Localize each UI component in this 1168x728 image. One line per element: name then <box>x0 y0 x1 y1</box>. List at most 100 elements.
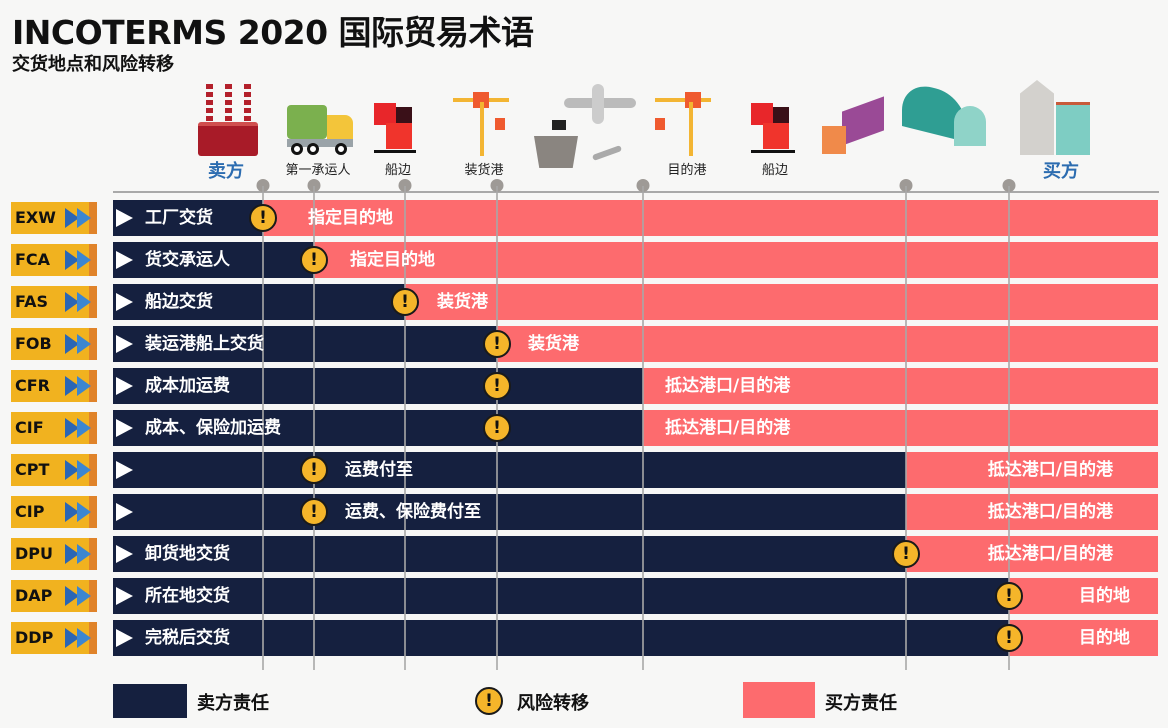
incoterm-code: EXW <box>11 202 97 234</box>
buyer-responsibility-bar <box>263 200 1158 236</box>
checkpoint-dot <box>1002 179 1016 192</box>
seller-delivery-label: 所在地交货 <box>145 586 230 606</box>
buyer-destination-label: 指定目的地 <box>350 250 435 270</box>
buyer-destination-label: 抵达港口/目的港 <box>665 376 791 396</box>
seller-responsibility-bar <box>113 620 1009 656</box>
factory-icon <box>198 84 258 156</box>
arrow-icon <box>65 334 79 354</box>
truck-icon <box>822 96 884 158</box>
ship-plane-icon <box>534 84 638 170</box>
risk-transfer-warning-icon: ! <box>300 498 328 526</box>
buyer-destination-label: 抵达港口/目的港 <box>665 418 791 438</box>
arrow-icon <box>65 628 79 648</box>
seller-delivery-label: 运费付至 <box>345 460 413 480</box>
buyer-responsibility-bar <box>643 410 1158 446</box>
buyer-destination-label: 装货港 <box>528 334 579 354</box>
containers-icon <box>751 101 795 153</box>
seller-responsibility-bar <box>113 578 1009 614</box>
buyer-destination-label: 装货港 <box>437 292 488 312</box>
checkpoint-dot <box>636 179 650 192</box>
incoterm-code-text: FOB <box>15 334 52 353</box>
arrow-icon <box>77 250 91 270</box>
seller-delivery-label: 成本、保险加运费 <box>145 418 281 438</box>
containers-icon <box>374 101 416 153</box>
timeline-axis <box>113 191 1159 193</box>
buyer-responsibility-bar <box>314 242 1158 278</box>
arrow-icon <box>77 502 91 522</box>
incoterm-code-text: DPU <box>15 544 53 563</box>
checkpoint-line <box>262 186 264 670</box>
point-label-alongside-ship: 船边 <box>384 163 412 178</box>
risk-transfer-warning-icon: ! <box>300 246 328 274</box>
arrow-icon <box>65 586 79 606</box>
play-arrow-icon <box>116 251 133 269</box>
seller-delivery-label: 卸货地交货 <box>145 544 230 564</box>
incoterm-code: FCA <box>11 244 97 276</box>
play-arrow-icon <box>116 545 133 563</box>
seller-delivery-label: 货交承运人 <box>145 250 230 270</box>
seller-delivery-label: 完税后交货 <box>145 628 230 648</box>
crane-icon <box>655 84 711 156</box>
checkpoint-line <box>642 186 644 670</box>
buyer-destination-label: 抵达港口/目的港 <box>987 544 1113 564</box>
incoterm-code: CIP <box>11 496 97 528</box>
arrow-icon <box>65 418 79 438</box>
buyer-responsibility-bar <box>906 494 1158 530</box>
incoterm-code-text: EXW <box>15 208 56 227</box>
risk-transfer-warning-icon: ! <box>995 624 1023 652</box>
seller-responsibility-bar <box>113 494 906 530</box>
legend-warning-icon: ! <box>475 687 503 715</box>
buyer-destination-label: 抵达港口/目的港 <box>987 502 1113 522</box>
seller-responsibility-bar <box>113 368 643 404</box>
seller-responsibility-bar <box>113 284 405 320</box>
checkpoint-line <box>404 186 406 670</box>
checkpoint-line <box>313 186 315 670</box>
buyer-responsibility-bar <box>497 326 1158 362</box>
incoterm-code-text: CPT <box>15 460 50 479</box>
arrow-icon <box>77 628 91 648</box>
buyer-party-label: 买方 <box>1043 161 1079 182</box>
arrow-icon <box>77 418 91 438</box>
arrow-icon <box>77 376 91 396</box>
arrow-icon <box>65 250 79 270</box>
seller-delivery-label: 船边交货 <box>145 292 213 312</box>
seller-responsibility-bar <box>113 452 906 488</box>
checkpoint-dot <box>398 179 412 192</box>
incoterm-code-text: DDP <box>15 628 54 647</box>
buyer-responsibility-bar <box>906 536 1158 572</box>
seller-responsibility-bar <box>113 200 263 236</box>
buyer-destination-label: 指定目的地 <box>308 208 393 228</box>
play-arrow-icon <box>116 377 133 395</box>
point-label-alongside-ship-dest: 船边 <box>761 163 789 178</box>
incoterm-code-text: DAP <box>15 586 53 605</box>
incoterm-code: DAP <box>11 580 97 612</box>
checkpoint-line <box>905 186 907 670</box>
seller-responsibility-bar <box>113 326 497 362</box>
legend-seller-label: 卖方责任 <box>197 693 269 714</box>
seller-delivery-label: 工厂交货 <box>145 208 213 228</box>
incoterm-code-text: CFR <box>15 376 50 395</box>
risk-transfer-warning-icon: ! <box>249 204 277 232</box>
truck-icon <box>287 105 353 155</box>
seller-responsibility-bar <box>113 410 643 446</box>
incoterm-code: CIF <box>11 412 97 444</box>
buyer-responsibility-bar <box>1009 620 1158 656</box>
seller-party-label: 卖方 <box>208 161 244 182</box>
seller-delivery-label: 成本加运费 <box>145 376 230 396</box>
point-label-first-carrier: 第一承运人 <box>285 163 351 178</box>
incoterm-code: DPU <box>11 538 97 570</box>
arrow-icon <box>65 208 79 228</box>
play-arrow-icon <box>116 293 133 311</box>
legend-buyer-label: 买方责任 <box>825 693 897 714</box>
buyer-responsibility-bar <box>405 284 1158 320</box>
play-arrow-icon <box>116 335 133 353</box>
risk-transfer-warning-icon: ! <box>483 414 511 442</box>
seller-responsibility-bar <box>113 536 906 572</box>
page-title: INCOTERMS 2020 国际贸易术语 <box>12 13 534 52</box>
legend-buyer-swatch <box>743 682 815 718</box>
checkpoint-dot <box>307 179 321 192</box>
arrow-icon <box>65 376 79 396</box>
buyer-destination-label: 目的地 <box>1079 586 1130 606</box>
checkpoint-dot <box>256 179 270 192</box>
risk-transfer-warning-icon: ! <box>300 456 328 484</box>
